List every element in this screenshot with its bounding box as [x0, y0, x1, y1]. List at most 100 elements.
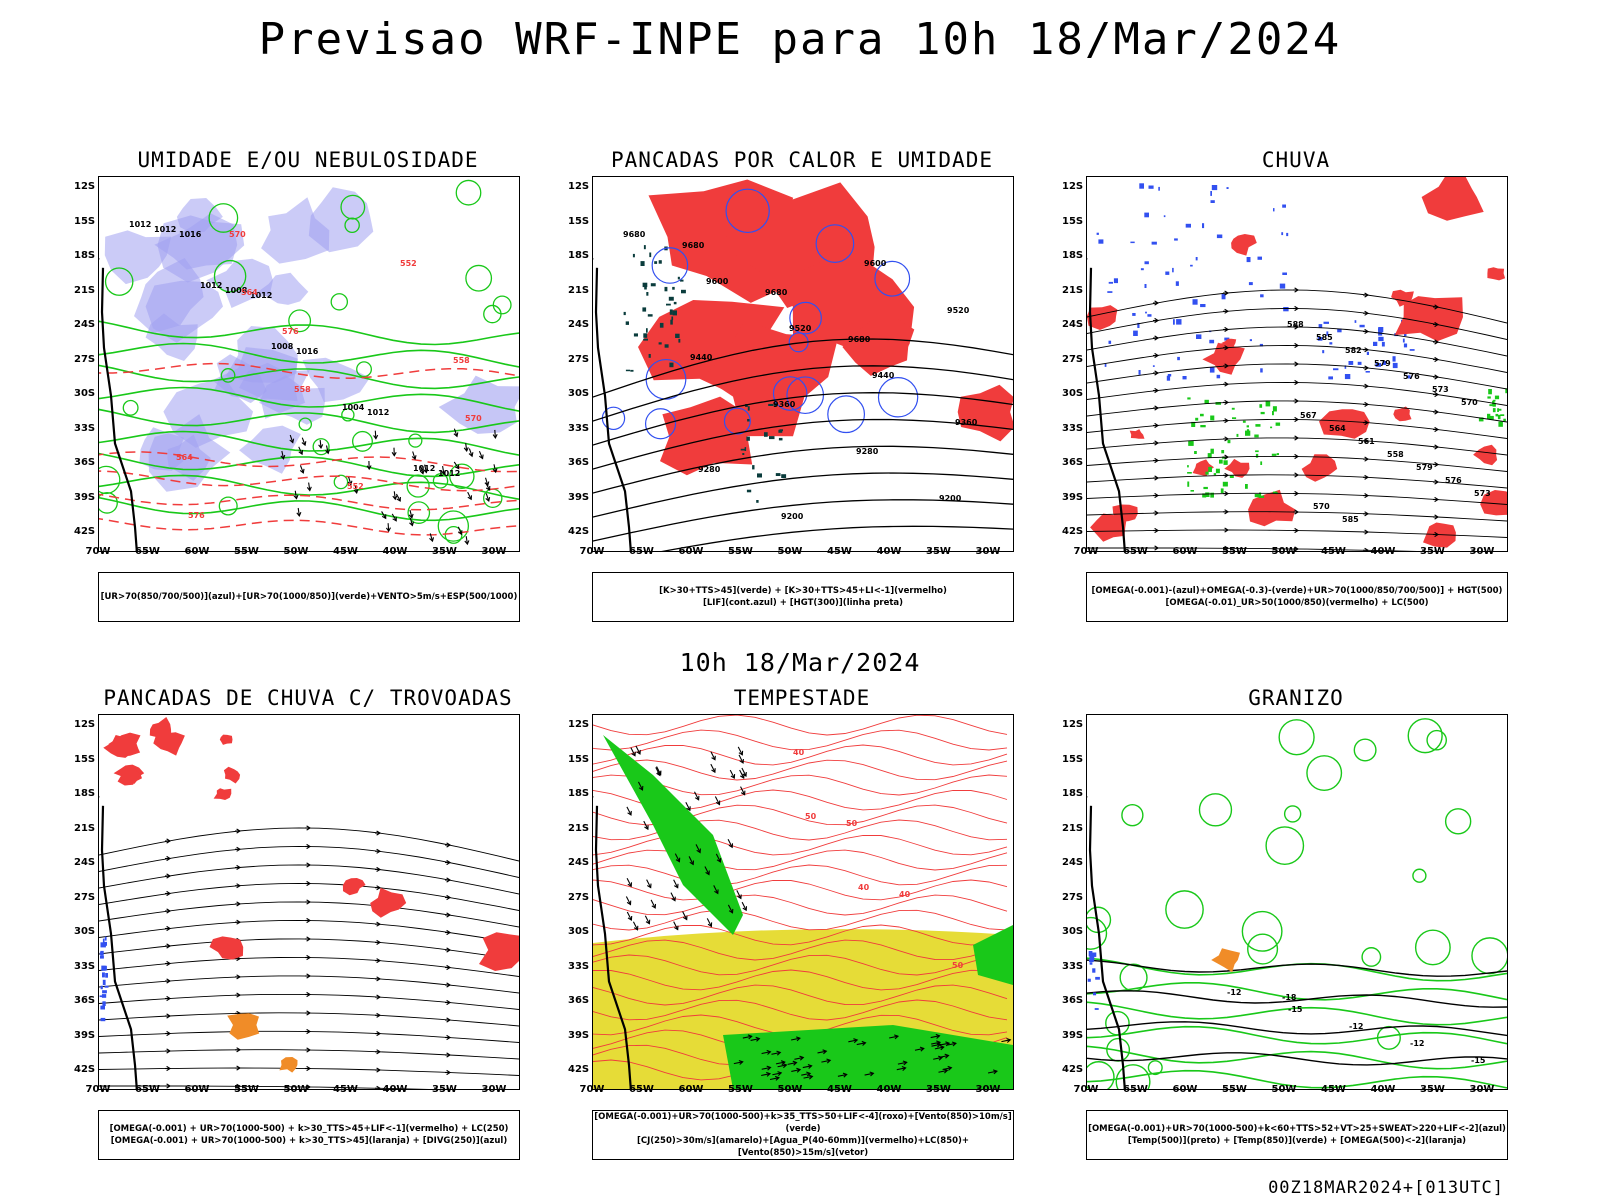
heat-humidity-area: [744, 447, 747, 451]
contour-label: 558: [1387, 450, 1404, 459]
heat-humidity-area: [646, 328, 648, 333]
streamline: [1087, 307, 1507, 340]
wind-vector: [674, 853, 680, 862]
wind-vector: [643, 820, 649, 830]
contour-label: -12: [1349, 1022, 1363, 1031]
contour-label: 1016: [179, 230, 202, 239]
streamline-arrow: [1434, 461, 1440, 468]
rain-area: [1480, 490, 1507, 516]
divergence-area: [102, 990, 107, 994]
latitude-tick-label: 18S: [74, 788, 96, 799]
strong-omega-area: [1203, 486, 1208, 490]
streamline-arrow: [236, 1047, 242, 1053]
streamline: [1087, 326, 1507, 357]
temp-500-contour: [1087, 959, 1507, 977]
wind-vector: [465, 536, 468, 545]
longitude-tick-label: 65W: [629, 1084, 654, 1095]
latitude-tick-label: 27S: [1062, 891, 1084, 903]
rain-area: [1301, 454, 1338, 482]
streamline-arrow: [306, 1010, 312, 1016]
omega-area: [1209, 339, 1215, 344]
streamline-arrow: [236, 828, 242, 834]
heat-humidity-area: [647, 314, 653, 317]
wind-vector: [933, 1056, 943, 1060]
streamline-arrow: [166, 1030, 172, 1037]
strong-omega-area: [1497, 408, 1502, 411]
coastline: [1088, 805, 1126, 1089]
wind-vector: [902, 1060, 908, 1066]
wind-vector: [896, 1067, 906, 1071]
streamline-arrow: [306, 1084, 312, 1089]
longitude-tick-label: 55W: [728, 1084, 753, 1095]
wind-vector: [914, 1047, 924, 1051]
longitude-tick-label: 65W: [629, 546, 654, 557]
strong-omega-area: [1195, 417, 1199, 421]
wind-vector: [675, 857, 681, 863]
rain-area: [1112, 504, 1138, 522]
streamline-arrow: [1434, 321, 1440, 328]
wind-vector: [706, 918, 712, 927]
heat-humidity-area: [757, 473, 762, 478]
longitude-tick-label: 70W: [1073, 1084, 1099, 1095]
heat-humidity-area: [648, 354, 651, 358]
strong-omega-area: [1220, 488, 1224, 494]
streamline-arrow: [376, 994, 382, 1000]
latitude-tick-label: 15S: [1062, 215, 1084, 227]
heat-humidity-area: [646, 292, 649, 296]
strong-omega-area: [1236, 433, 1239, 437]
wind-vector: [393, 491, 396, 500]
latitude-tick-label: 27S: [568, 891, 590, 903]
temp-850-contour: [1414, 929, 1451, 966]
contour-label: 40: [899, 890, 911, 899]
wind-vector: [636, 749, 641, 755]
wind-vector: [943, 1068, 949, 1074]
omega-area: [1139, 183, 1144, 189]
streamline-arrow: [1364, 310, 1370, 316]
latitude-tick-label: 18S: [568, 788, 590, 799]
heat-humidity-area: [769, 436, 775, 440]
wind-vector: [325, 445, 329, 454]
omega-area: [1373, 341, 1378, 346]
humidity-contour: [449, 463, 475, 489]
contour-label: 9600: [864, 259, 887, 268]
coastline: [100, 267, 138, 551]
heat-humidity-area: [678, 338, 681, 343]
streamline-arrow: [166, 855, 172, 862]
omega-area: [1382, 361, 1387, 365]
wind-vector: [646, 879, 652, 888]
wind-vector: [440, 469, 446, 475]
contour-label: -12: [1410, 1039, 1424, 1048]
contour-label: 50: [846, 819, 858, 828]
longitude-tick-label: 60W: [678, 1084, 704, 1095]
streamline-arrow: [166, 978, 172, 984]
omega-area: [1144, 284, 1147, 288]
wind-vector: [946, 1042, 957, 1046]
omega-area: [1318, 324, 1323, 328]
heat-humidity-area: [756, 500, 759, 503]
wind-vector: [453, 432, 459, 438]
contour-label: 9680: [848, 335, 871, 344]
strong-omega-area: [1207, 453, 1212, 458]
latitude-tick-label: 39S: [1062, 1029, 1084, 1041]
wind-vector: [656, 766, 662, 775]
wind-vector: [755, 1036, 761, 1042]
longitude-tick-label: 30W: [975, 546, 1001, 557]
latitude-tick-label: 42S: [74, 526, 96, 537]
omega-area: [1403, 343, 1408, 348]
streamline-850: [593, 715, 1008, 736]
panel-legend: [K>30+TTS>45](verde) + [K>30+TTS>45+LI<-…: [592, 572, 1014, 622]
wind-vector: [464, 540, 470, 546]
latitude-tick-label: 15S: [74, 753, 96, 765]
wind-vector: [280, 454, 286, 460]
streamline-arrow: [446, 1017, 452, 1023]
latitude-tick-label: 33S: [568, 960, 590, 972]
wind-vector: [802, 1065, 812, 1069]
streamline-arrow: [1224, 399, 1230, 405]
panel-title: PANCADAS DE CHUVA C/ TROVOADAS: [103, 686, 513, 710]
omega-area: [1286, 232, 1289, 237]
longitude-tick-label: 30W: [481, 1084, 507, 1095]
wind-vector: [766, 1065, 772, 1071]
strong-omega-area: [1255, 453, 1259, 458]
streamline: [1087, 547, 1418, 551]
streamline-arrow: [446, 947, 452, 953]
